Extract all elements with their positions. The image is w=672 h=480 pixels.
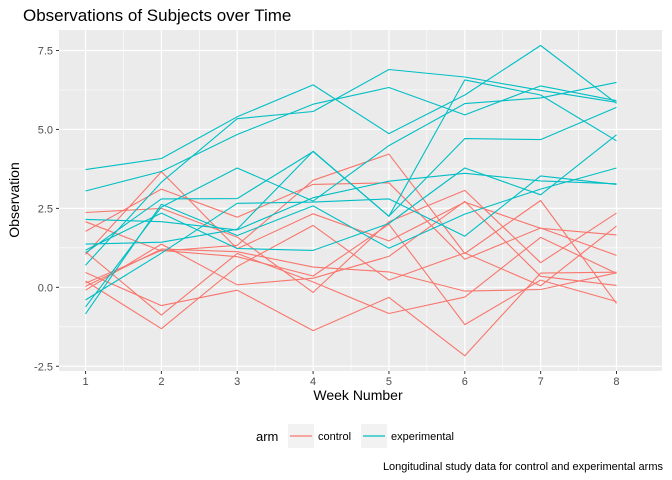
x-tick-label: 3 (234, 376, 240, 388)
series-line-experimental-20 (85, 106, 617, 254)
series-line-control-9 (85, 153, 617, 304)
x-tick-label: 2 (158, 376, 164, 388)
x-axis: 1 2 3 4 5 6 7 8 (82, 371, 620, 388)
series-line-control-6 (85, 189, 617, 293)
legend-label-control: control (318, 431, 351, 443)
series-line-control-1 (85, 224, 617, 330)
y-axis: -2.5 0.0 2.5 5.0 7.5 (34, 46, 59, 373)
series-line-experimental-13 (85, 172, 617, 231)
x-tick-label: 4 (310, 376, 316, 388)
x-tick-label: 7 (538, 376, 544, 388)
y-tick-label: 5.0 (38, 124, 53, 136)
series-line-experimental-15 (85, 68, 617, 266)
x-tick-label: 5 (386, 376, 392, 388)
y-tick-label: -2.5 (34, 361, 53, 373)
x-tick-label: 6 (462, 376, 468, 388)
x-tick-label: 8 (613, 376, 619, 388)
series-line-experimental-17 (85, 134, 617, 251)
chart-title: Observations of Subjects over Time (23, 6, 291, 25)
legend: arm control experimental (256, 424, 454, 448)
y-axis-title: Observation (6, 162, 22, 237)
series-line-experimental-14 (85, 81, 617, 308)
series-line-experimental-11 (85, 85, 617, 192)
y-tick-label: 7.5 (38, 46, 53, 58)
x-tick-label: 1 (82, 376, 88, 388)
y-tick-label: 2.5 (38, 203, 53, 215)
y-tick-label: 0.0 (38, 282, 53, 294)
series-line-experimental-19 (85, 175, 617, 301)
chart-caption: Longitudinal study data for control and … (383, 461, 664, 473)
legend-label-experimental: experimental (391, 431, 454, 443)
legend-title: arm (256, 429, 278, 444)
series-line-control-8 (85, 200, 617, 291)
grid-lines (59, 30, 662, 371)
series-line-control-2 (85, 236, 617, 316)
series-line-experimental-12 (85, 167, 617, 315)
series-lines (85, 44, 617, 357)
series-line-experimental-16 (85, 44, 617, 171)
series-line-control-10 (85, 223, 617, 326)
x-axis-title: Week Number (313, 387, 403, 403)
